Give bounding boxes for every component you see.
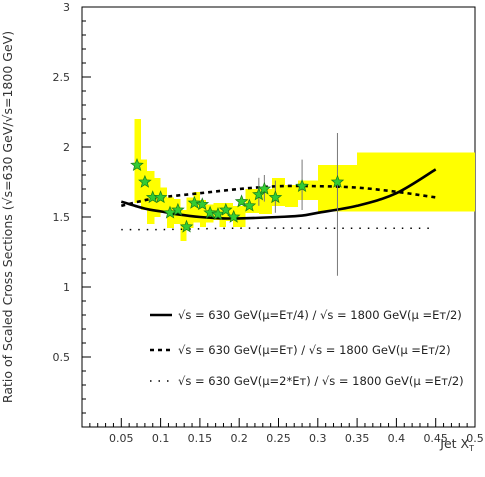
data-point-4 xyxy=(163,205,177,219)
data-point-1 xyxy=(138,174,152,188)
x-tick-label-7: 0.4 xyxy=(388,432,406,445)
y-axis-title: Ratio of Scaled Cross Sections (√s=630 G… xyxy=(0,31,15,403)
y-tick-label-0: 0.5 xyxy=(53,351,71,364)
x-tick-label-6: 0.35 xyxy=(345,432,370,445)
x-axis-title-main: Jet X xyxy=(439,436,469,451)
data-point-7 xyxy=(187,195,202,209)
x-tick-label-0: 0.05 xyxy=(109,432,134,445)
band-bin-19 xyxy=(284,184,299,208)
x-axis-title-sub: T xyxy=(468,444,474,453)
x-tick-label-5: 0.3 xyxy=(309,432,327,445)
legend-label-solid: √s = 630 GeV(μ=Eᴛ/4) / √s = 1800 GeV(μ =… xyxy=(178,308,462,322)
x-tick-label-8: 0.45 xyxy=(423,432,448,445)
data-point-18 xyxy=(295,179,309,192)
x-tick-label-4: 0.25 xyxy=(266,432,291,445)
data-point-0 xyxy=(130,158,144,171)
data-point-16 xyxy=(257,181,272,195)
band-bin-8 xyxy=(186,197,194,229)
data-point-14 xyxy=(242,198,257,212)
band-bin-10 xyxy=(199,200,207,227)
data-point-10 xyxy=(211,207,225,220)
x-tick-label-1: 0.1 xyxy=(152,432,170,445)
data-point-12 xyxy=(226,209,241,223)
x-tick-label-3: 0.2 xyxy=(230,432,248,445)
data-point-17 xyxy=(268,190,283,204)
legend-label-dashed: √s = 630 GeV(μ=Eᴛ) / √s = 1800 GeV(μ =Eᴛ… xyxy=(178,343,451,357)
y-tick-label-2: 1.5 xyxy=(53,211,71,224)
y-tick-label-4: 2.5 xyxy=(53,71,71,84)
data-point-6 xyxy=(179,219,194,233)
data-point-19 xyxy=(330,174,345,188)
data-point-11 xyxy=(218,202,233,216)
data-points xyxy=(130,158,345,233)
curve-dotted xyxy=(121,227,436,231)
legend: √s = 630 GeV(μ=Eᴛ/4) / √s = 1800 GeV(μ =… xyxy=(150,308,464,388)
legend-label-dotted: √s = 630 GeV(μ=2*Eᴛ) / √s = 1800 GeV(μ =… xyxy=(178,374,464,388)
data-point-8 xyxy=(195,197,210,211)
data-point-13 xyxy=(234,194,249,208)
data-point-3 xyxy=(153,190,168,204)
band-bin-14 xyxy=(225,203,233,222)
y-tick-label-1: 1 xyxy=(63,281,70,294)
x-tick-label-2: 0.15 xyxy=(188,432,213,445)
y-tick-label-5: 3 xyxy=(63,1,70,14)
axes: 0.05 0.1 0.15 0.2 0.25 0.3 0.35 0.4 0.45 0.5 0.5 1 1… xyxy=(53,1,484,445)
curve-solid xyxy=(120,168,437,220)
x-tick-label-9: 0.5 xyxy=(466,432,484,445)
x-axis-title: Jet XT xyxy=(439,436,474,453)
data-point-5 xyxy=(171,202,185,216)
data-point-9 xyxy=(203,205,217,219)
y-tick-label-3: 2 xyxy=(63,141,70,154)
